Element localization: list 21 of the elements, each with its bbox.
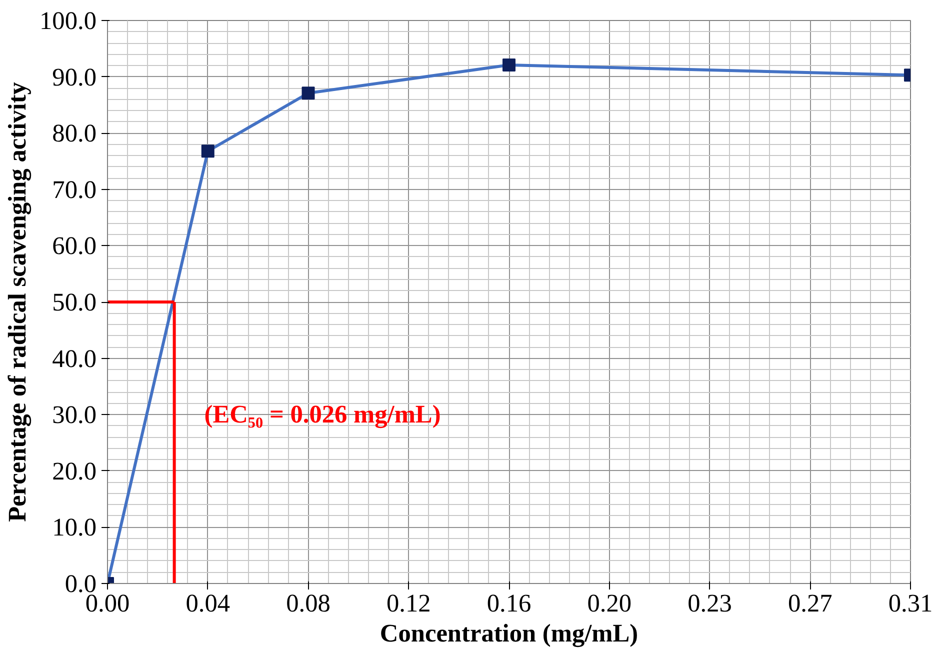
x-tick-label: 0.31 [888,590,933,618]
x-axis-title: Concentration (mg/mL) [380,620,638,648]
y-tick-label: 80.0 [52,120,97,148]
y-tick-label: 50.0 [52,288,97,316]
x-tick-label: 0.12 [386,590,431,618]
y-tick-label: 10.0 [52,514,97,542]
y-tick-label: 90.0 [52,63,97,92]
x-tick-label: 0.27 [788,590,832,618]
x-tick-label: 0.16 [486,590,532,618]
y-tick-label: 20.0 [52,457,97,486]
y-axis-title: Percentage of radical scavenging activity [4,82,32,522]
x-tick-label: 0.04 [186,590,230,618]
annotation: (EC₅₀ = 0.026 mg/mL) [204,400,441,429]
x-tick-label: 0.23 [688,590,732,618]
x-tick-label: 0.20 [587,590,632,618]
y-tick-label: 70.0 [52,176,97,204]
y-tick-label: 30.0 [52,401,97,430]
x-tick-label: 0.08 [286,590,330,618]
y-tick-label: 40.0 [52,344,97,373]
y-tick-label: 100.0 [40,7,97,35]
y-tick-label: 60.0 [52,232,97,260]
